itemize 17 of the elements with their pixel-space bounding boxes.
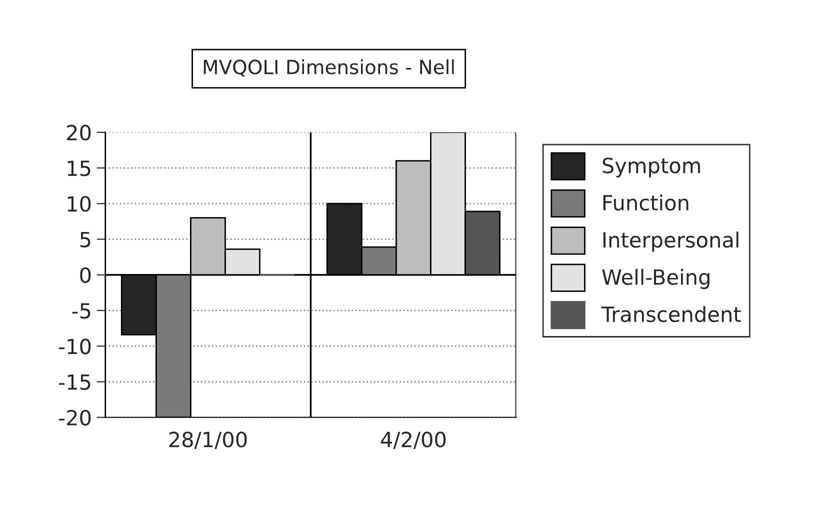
- legend-label: Interpersonal: [603, 232, 738, 252]
- chart-title: MVQOLI Dimensions - Nell: [204, 59, 454, 77]
- x-tick-label: 28/1/00: [169, 432, 247, 450]
- y-tick-label: 15: [68, 160, 90, 176]
- y-tick-label: -20: [59, 410, 91, 426]
- y-tick-label: -10: [59, 338, 91, 354]
- y-tick-label: -15: [59, 374, 90, 390]
- legend-label: Well-Being: [602, 268, 710, 289]
- y-tick-label: 20: [67, 124, 91, 141]
- y-tick-label: 0: [80, 267, 91, 284]
- y-tick-label: 5: [80, 232, 90, 248]
- y-tick-label: 10: [68, 196, 91, 212]
- legend-label: Symptom: [602, 158, 700, 178]
- legend-label: Transcendent: [601, 306, 741, 322]
- x-tick-label: 4/2/00: [380, 432, 446, 450]
- legend-label: Function: [603, 194, 688, 211]
- y-tick-label: -5: [72, 303, 90, 319]
